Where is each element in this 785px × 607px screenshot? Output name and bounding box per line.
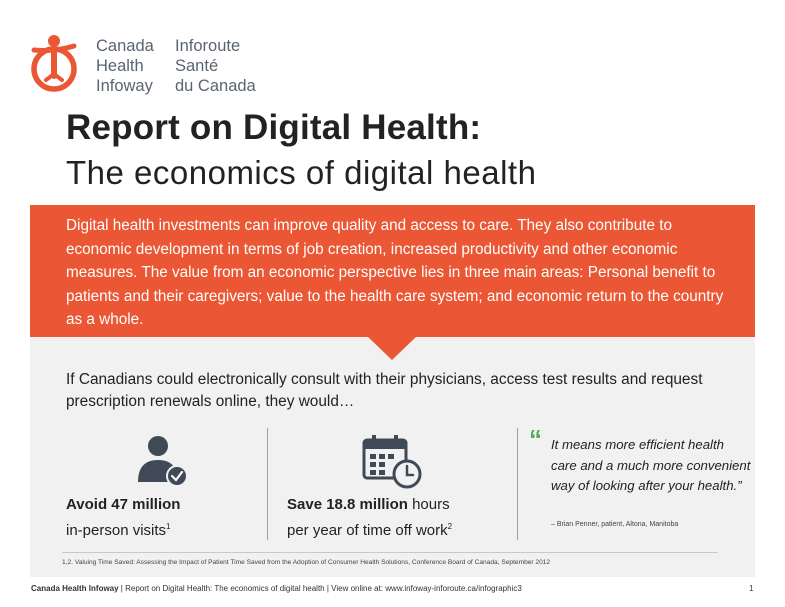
logo-fr-line: du Canada xyxy=(175,77,256,95)
footer-sep: | xyxy=(118,584,126,593)
logo-fr-line: Santé xyxy=(175,57,219,75)
infoway-logo: Canada Health Infoway Inforoute Santé du… xyxy=(28,32,288,96)
footer-url[interactable]: View online at: www.infoway-inforoute.ca… xyxy=(331,584,522,593)
logo-english: Canada Health Infoway xyxy=(96,36,154,96)
intro-banner: Digital health investments can improve q… xyxy=(30,205,755,337)
stat-line2: per year of time off work xyxy=(287,522,448,539)
footer-org: Canada Health Infoway xyxy=(31,584,119,593)
page-subtitle: The economics of digital health xyxy=(66,154,537,191)
footnote-divider xyxy=(62,552,718,553)
stats-intro: If Canadians could electronically consul… xyxy=(66,371,703,410)
footnote: 1,2. Valuing Time Saved: Assessing the I… xyxy=(62,559,551,566)
stat-footnote-ref: 1 xyxy=(166,522,171,531)
logo-en-line: Infoway xyxy=(96,77,153,95)
stat-line2: in-person visits xyxy=(66,522,167,539)
quote-attribution: – Brian Penner, patient, Altona, Manitob… xyxy=(551,521,679,528)
divider xyxy=(267,428,268,540)
quote-mark-icon: “ xyxy=(529,424,542,454)
user-check-icon xyxy=(138,436,188,487)
logo-figure-icon xyxy=(31,35,77,92)
stat-rest: hours xyxy=(407,496,450,513)
banner-pointer xyxy=(367,336,417,360)
patient-quote: It means more efficient health care and … xyxy=(551,437,751,493)
logo-fr-line: Inforoute xyxy=(175,37,241,55)
page-footer: Canada Health Infoway | Report on Digita… xyxy=(31,584,522,593)
footer-doc: Report on Digital Health: The economics … xyxy=(125,584,325,593)
divider xyxy=(517,428,518,540)
stat-visits: Avoid 47 million in-person visits1 xyxy=(66,494,180,542)
logo-en-line: Canada xyxy=(96,37,154,55)
logo-french: Inforoute Santé du Canada xyxy=(175,36,256,96)
stat-hours: Save 18.8 million hours per year of time… xyxy=(287,494,452,542)
footer-sep: | xyxy=(324,584,332,593)
stat-bold: Avoid 47 million xyxy=(66,496,181,513)
page-title: Report on Digital Health: xyxy=(66,108,482,147)
banner-text: Digital health investments can improve q… xyxy=(66,217,724,329)
calendar-clock-icon xyxy=(362,435,422,489)
stat-footnote-ref: 2 xyxy=(447,522,453,531)
logo-en-line: Health xyxy=(96,57,144,75)
page-number: 1 xyxy=(749,584,754,593)
stat-bold: Save 18.8 million xyxy=(287,496,408,513)
